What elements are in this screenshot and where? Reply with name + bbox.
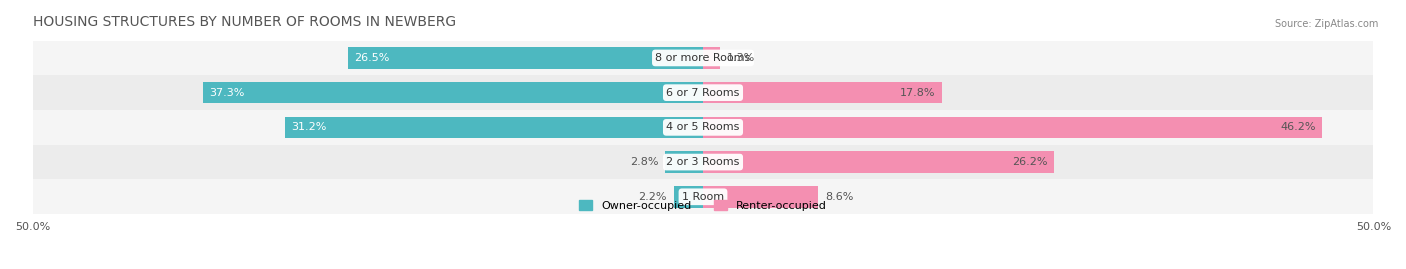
Bar <box>32 145 1374 179</box>
Bar <box>703 47 720 69</box>
Bar <box>32 110 1374 145</box>
Bar <box>673 186 703 208</box>
Text: 6 or 7 Rooms: 6 or 7 Rooms <box>666 88 740 98</box>
Bar <box>703 82 942 103</box>
Text: 17.8%: 17.8% <box>900 88 935 98</box>
Text: 2.8%: 2.8% <box>630 157 659 167</box>
Bar <box>347 47 703 69</box>
Text: 8.6%: 8.6% <box>825 192 853 202</box>
Text: 4 or 5 Rooms: 4 or 5 Rooms <box>666 122 740 132</box>
Bar <box>703 116 1323 138</box>
Bar <box>703 151 1054 173</box>
Bar <box>665 151 703 173</box>
Text: 2 or 3 Rooms: 2 or 3 Rooms <box>666 157 740 167</box>
Text: Source: ZipAtlas.com: Source: ZipAtlas.com <box>1274 19 1378 29</box>
Text: HOUSING STRUCTURES BY NUMBER OF ROOMS IN NEWBERG: HOUSING STRUCTURES BY NUMBER OF ROOMS IN… <box>32 15 456 29</box>
Text: 8 or more Rooms: 8 or more Rooms <box>655 53 751 63</box>
Bar <box>32 179 1374 214</box>
Text: 1.3%: 1.3% <box>727 53 755 63</box>
Text: 26.5%: 26.5% <box>354 53 389 63</box>
Text: 46.2%: 46.2% <box>1281 122 1316 132</box>
Legend: Owner-occupied, Renter-occupied: Owner-occupied, Renter-occupied <box>575 196 831 216</box>
Text: 31.2%: 31.2% <box>291 122 326 132</box>
Bar <box>32 75 1374 110</box>
Text: 2.2%: 2.2% <box>638 192 666 202</box>
Text: 1 Room: 1 Room <box>682 192 724 202</box>
Text: 37.3%: 37.3% <box>209 88 245 98</box>
Bar <box>703 186 818 208</box>
Bar <box>32 41 1374 75</box>
Text: 26.2%: 26.2% <box>1012 157 1047 167</box>
Bar <box>284 116 703 138</box>
Bar <box>202 82 703 103</box>
